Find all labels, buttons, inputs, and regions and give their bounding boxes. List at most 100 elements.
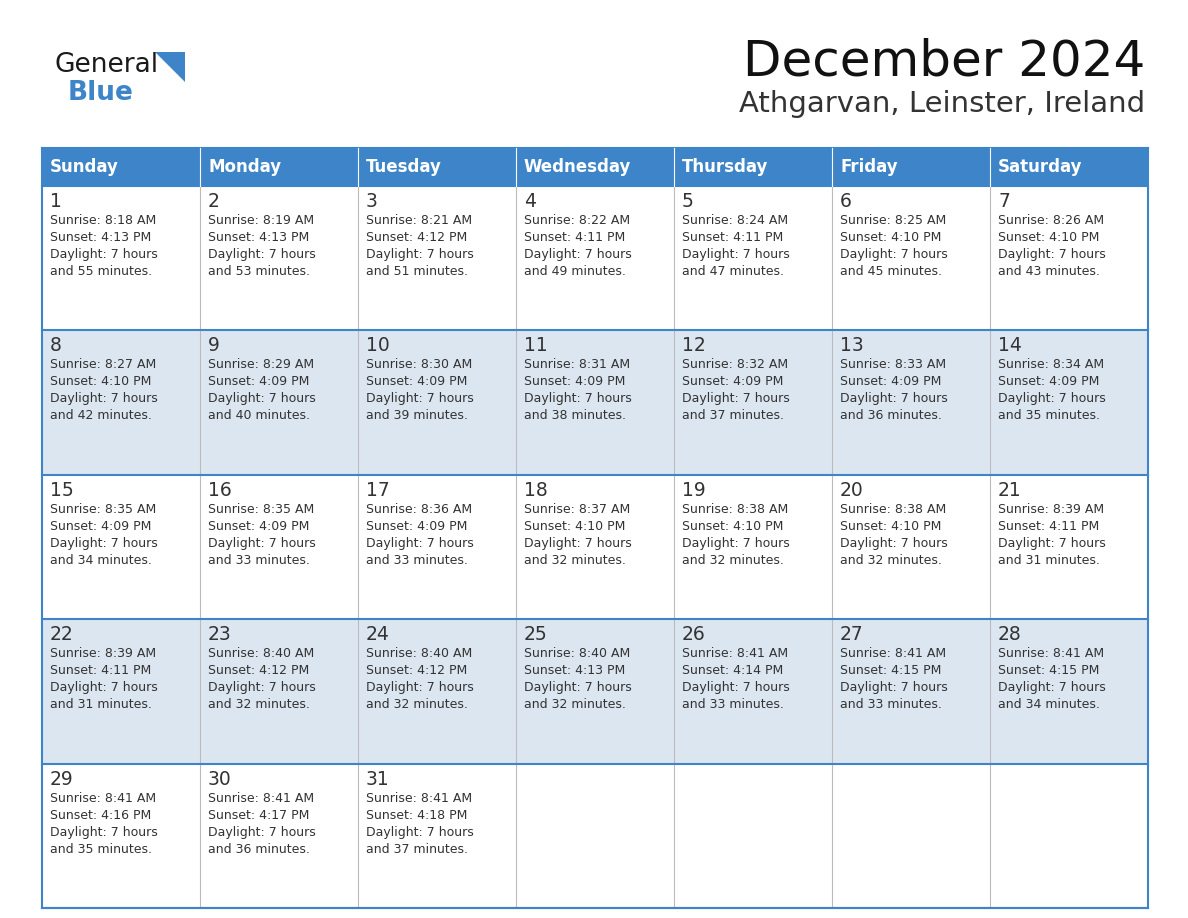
Text: Sunrise: 8:35 AM: Sunrise: 8:35 AM — [208, 503, 315, 516]
Text: Sunday: Sunday — [50, 158, 119, 176]
Text: 19: 19 — [682, 481, 706, 499]
Text: Sunrise: 8:26 AM: Sunrise: 8:26 AM — [998, 214, 1104, 227]
Bar — [42, 148, 200, 186]
Text: and 49 minutes.: and 49 minutes. — [524, 265, 626, 278]
Text: Sunset: 4:10 PM: Sunset: 4:10 PM — [840, 520, 941, 532]
Text: 24: 24 — [366, 625, 390, 644]
Text: Sunset: 4:09 PM: Sunset: 4:09 PM — [208, 375, 309, 388]
Text: Sunset: 4:12 PM: Sunset: 4:12 PM — [208, 665, 309, 677]
Text: Sunset: 4:17 PM: Sunset: 4:17 PM — [208, 809, 309, 822]
Text: and 34 minutes.: and 34 minutes. — [998, 699, 1100, 711]
Text: 28: 28 — [998, 625, 1022, 644]
Text: Sunrise: 8:27 AM: Sunrise: 8:27 AM — [50, 358, 157, 372]
Text: Sunset: 4:10 PM: Sunset: 4:10 PM — [682, 520, 783, 532]
Text: Sunset: 4:09 PM: Sunset: 4:09 PM — [524, 375, 625, 388]
Text: Sunrise: 8:40 AM: Sunrise: 8:40 AM — [208, 647, 315, 660]
Text: and 33 minutes.: and 33 minutes. — [682, 699, 784, 711]
Text: and 35 minutes.: and 35 minutes. — [998, 409, 1100, 422]
Text: and 37 minutes.: and 37 minutes. — [366, 843, 468, 856]
Text: Daylight: 7 hours: Daylight: 7 hours — [50, 392, 158, 406]
Text: Sunset: 4:13 PM: Sunset: 4:13 PM — [208, 231, 309, 244]
Text: 17: 17 — [366, 481, 390, 499]
Text: Sunset: 4:13 PM: Sunset: 4:13 PM — [524, 665, 625, 677]
Text: Sunrise: 8:30 AM: Sunrise: 8:30 AM — [366, 358, 473, 372]
Text: Sunset: 4:10 PM: Sunset: 4:10 PM — [524, 520, 625, 532]
Text: Sunset: 4:09 PM: Sunset: 4:09 PM — [366, 375, 467, 388]
Text: and 36 minutes.: and 36 minutes. — [840, 409, 942, 422]
Text: Daylight: 7 hours: Daylight: 7 hours — [998, 537, 1106, 550]
Text: Sunrise: 8:19 AM: Sunrise: 8:19 AM — [208, 214, 314, 227]
Text: General: General — [55, 52, 159, 78]
Text: Daylight: 7 hours: Daylight: 7 hours — [208, 392, 316, 406]
Text: Sunset: 4:13 PM: Sunset: 4:13 PM — [50, 231, 151, 244]
Text: Sunrise: 8:29 AM: Sunrise: 8:29 AM — [208, 358, 314, 372]
Text: 7: 7 — [998, 192, 1010, 211]
Bar — [832, 148, 990, 186]
Bar — [200, 148, 358, 186]
Text: Sunset: 4:09 PM: Sunset: 4:09 PM — [840, 375, 941, 388]
Text: Daylight: 7 hours: Daylight: 7 hours — [366, 537, 474, 550]
Text: Sunrise: 8:41 AM: Sunrise: 8:41 AM — [50, 791, 156, 804]
Text: 13: 13 — [840, 336, 864, 355]
Text: 6: 6 — [840, 192, 852, 211]
Text: and 35 minutes.: and 35 minutes. — [50, 843, 152, 856]
Text: Sunrise: 8:32 AM: Sunrise: 8:32 AM — [682, 358, 788, 372]
Text: and 33 minutes.: and 33 minutes. — [840, 699, 942, 711]
Text: Sunrise: 8:34 AM: Sunrise: 8:34 AM — [998, 358, 1104, 372]
Text: Daylight: 7 hours: Daylight: 7 hours — [524, 681, 632, 694]
Text: and 32 minutes.: and 32 minutes. — [682, 554, 784, 566]
Text: Sunrise: 8:40 AM: Sunrise: 8:40 AM — [524, 647, 631, 660]
Text: and 33 minutes.: and 33 minutes. — [208, 554, 310, 566]
Text: Daylight: 7 hours: Daylight: 7 hours — [840, 537, 948, 550]
Text: Sunrise: 8:35 AM: Sunrise: 8:35 AM — [50, 503, 157, 516]
Text: Sunset: 4:15 PM: Sunset: 4:15 PM — [840, 665, 941, 677]
Text: Daylight: 7 hours: Daylight: 7 hours — [998, 248, 1106, 261]
Text: Sunrise: 8:22 AM: Sunrise: 8:22 AM — [524, 214, 630, 227]
Text: Sunset: 4:10 PM: Sunset: 4:10 PM — [50, 375, 151, 388]
Text: Sunset: 4:12 PM: Sunset: 4:12 PM — [366, 231, 467, 244]
Text: 27: 27 — [840, 625, 864, 644]
Text: Daylight: 7 hours: Daylight: 7 hours — [682, 537, 790, 550]
Text: Sunrise: 8:41 AM: Sunrise: 8:41 AM — [208, 791, 314, 804]
Text: Sunset: 4:10 PM: Sunset: 4:10 PM — [840, 231, 941, 244]
Text: Blue: Blue — [68, 80, 134, 106]
Text: and 39 minutes.: and 39 minutes. — [366, 409, 468, 422]
Text: Sunrise: 8:39 AM: Sunrise: 8:39 AM — [50, 647, 156, 660]
Text: Sunrise: 8:41 AM: Sunrise: 8:41 AM — [840, 647, 946, 660]
Text: Sunset: 4:09 PM: Sunset: 4:09 PM — [208, 520, 309, 532]
Text: and 53 minutes.: and 53 minutes. — [208, 265, 310, 278]
Text: Sunrise: 8:21 AM: Sunrise: 8:21 AM — [366, 214, 472, 227]
Text: Daylight: 7 hours: Daylight: 7 hours — [50, 248, 158, 261]
Text: and 55 minutes.: and 55 minutes. — [50, 265, 152, 278]
Text: and 31 minutes.: and 31 minutes. — [998, 554, 1100, 566]
Text: 30: 30 — [208, 769, 232, 789]
Text: 20: 20 — [840, 481, 864, 499]
Text: Daylight: 7 hours: Daylight: 7 hours — [50, 681, 158, 694]
Text: and 43 minutes.: and 43 minutes. — [998, 265, 1100, 278]
Text: Daylight: 7 hours: Daylight: 7 hours — [208, 681, 316, 694]
Text: and 51 minutes.: and 51 minutes. — [366, 265, 468, 278]
Text: 29: 29 — [50, 769, 74, 789]
Text: 22: 22 — [50, 625, 74, 644]
Text: 9: 9 — [208, 336, 220, 355]
Text: Sunrise: 8:24 AM: Sunrise: 8:24 AM — [682, 214, 788, 227]
Text: Sunrise: 8:33 AM: Sunrise: 8:33 AM — [840, 358, 946, 372]
Text: Sunrise: 8:41 AM: Sunrise: 8:41 AM — [998, 647, 1104, 660]
Text: Daylight: 7 hours: Daylight: 7 hours — [208, 537, 316, 550]
Text: Tuesday: Tuesday — [366, 158, 442, 176]
Text: Sunrise: 8:36 AM: Sunrise: 8:36 AM — [366, 503, 472, 516]
Text: Daylight: 7 hours: Daylight: 7 hours — [50, 825, 158, 839]
Text: Daylight: 7 hours: Daylight: 7 hours — [366, 825, 474, 839]
Text: Daylight: 7 hours: Daylight: 7 hours — [208, 825, 316, 839]
Text: Sunset: 4:09 PM: Sunset: 4:09 PM — [50, 520, 151, 532]
Text: Daylight: 7 hours: Daylight: 7 hours — [998, 681, 1106, 694]
Text: and 47 minutes.: and 47 minutes. — [682, 265, 784, 278]
Text: Daylight: 7 hours: Daylight: 7 hours — [366, 248, 474, 261]
Text: 1: 1 — [50, 192, 62, 211]
Text: 8: 8 — [50, 336, 62, 355]
Text: and 40 minutes.: and 40 minutes. — [208, 409, 310, 422]
Text: 21: 21 — [998, 481, 1022, 499]
Text: 5: 5 — [682, 192, 694, 211]
Text: Daylight: 7 hours: Daylight: 7 hours — [50, 537, 158, 550]
Text: Saturday: Saturday — [998, 158, 1082, 176]
